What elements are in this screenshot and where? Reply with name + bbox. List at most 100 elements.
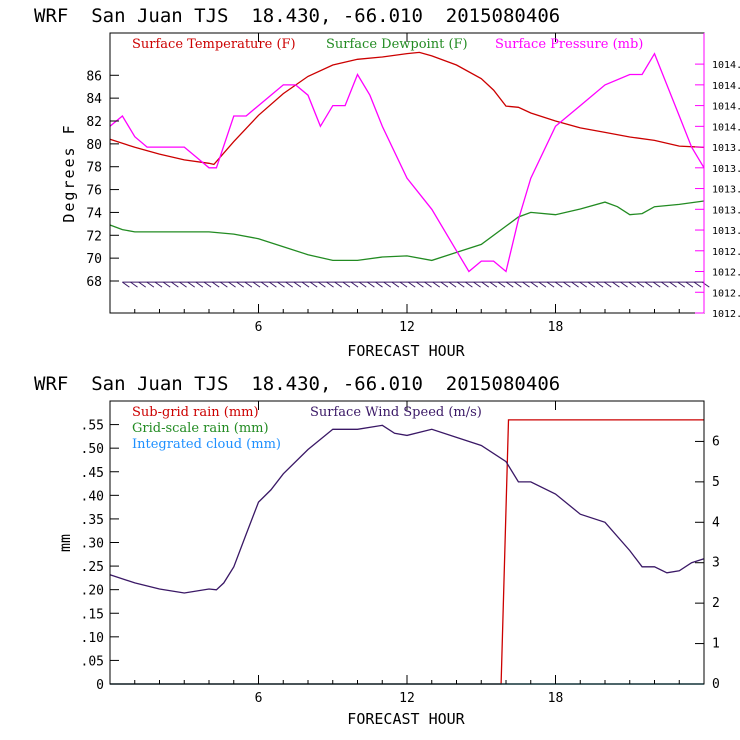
wind-barb bbox=[399, 281, 408, 288]
y2-tick-label: 1014.6 bbox=[712, 60, 740, 71]
y2-tick-label: 1 bbox=[712, 637, 720, 652]
wind-barb bbox=[130, 281, 138, 288]
wind-barb bbox=[693, 281, 702, 288]
wind-barb bbox=[334, 281, 343, 288]
wind-barb bbox=[448, 281, 457, 288]
wind-barb bbox=[652, 281, 661, 288]
series-line bbox=[109, 200, 705, 262]
wind-barb bbox=[612, 281, 620, 288]
wind-barb bbox=[236, 281, 245, 288]
wind-barb bbox=[661, 281, 669, 288]
wind-barb bbox=[522, 281, 530, 288]
y-tick-label: 70 bbox=[86, 252, 102, 267]
y2-tick-label: 2 bbox=[712, 596, 720, 611]
series-line bbox=[109, 51, 705, 166]
wind-barb bbox=[293, 281, 302, 288]
y2-tick-label: 6 bbox=[712, 434, 720, 449]
wind-barb bbox=[195, 281, 204, 288]
wind-barb bbox=[677, 281, 686, 288]
wind-barb bbox=[358, 281, 367, 288]
y-tick-label: 86 bbox=[86, 69, 102, 84]
x-tick-label: 12 bbox=[399, 320, 415, 335]
wind-barb bbox=[285, 281, 294, 288]
y-tick-label: .55 bbox=[81, 419, 104, 434]
y-tick-label: .35 bbox=[81, 513, 104, 528]
wind-barb bbox=[473, 281, 481, 288]
y2-tick-label: 1014.4 bbox=[712, 81, 740, 92]
wind-barb bbox=[260, 281, 269, 288]
y2-tick-label: 1014.0 bbox=[712, 122, 740, 133]
wind-barb bbox=[432, 281, 441, 288]
y2-tick-label: 5 bbox=[712, 475, 720, 490]
rain-wind-chart: WRF San Juan TJS 18.430, -66.010 2015080… bbox=[34, 373, 720, 728]
y2-tick-label: 0 bbox=[712, 677, 720, 692]
wind-barb bbox=[342, 281, 351, 288]
chart-marks bbox=[109, 51, 710, 288]
wind-barb bbox=[579, 281, 588, 288]
x-tick-label: 18 bbox=[548, 320, 564, 335]
chart-title: WRF San Juan TJS 18.430, -66.010 2015080… bbox=[34, 373, 560, 395]
y2-tick-label: 1013.2 bbox=[712, 205, 740, 216]
wind-barb bbox=[309, 281, 318, 288]
wind-barb bbox=[424, 281, 432, 288]
wind-barb bbox=[375, 281, 383, 288]
wind-barb bbox=[514, 281, 522, 288]
y2-tick-label: 1013.8 bbox=[712, 143, 740, 154]
y-tick-label: .05 bbox=[81, 654, 104, 669]
wind-barb bbox=[530, 281, 539, 288]
wind-barb bbox=[538, 281, 547, 288]
wind-barb bbox=[179, 281, 187, 288]
y-tick-label: 78 bbox=[86, 161, 102, 176]
y-tick-label: .40 bbox=[81, 489, 104, 504]
wind-barb bbox=[326, 281, 334, 288]
wind-barb bbox=[301, 281, 310, 288]
y-tick-label: 82 bbox=[86, 115, 102, 130]
y2-tick-label: 1014.2 bbox=[712, 102, 740, 113]
y-tick-label: .45 bbox=[81, 466, 104, 481]
legend-entry: Surface Temperature (F) bbox=[132, 37, 296, 52]
wind-barb bbox=[456, 281, 465, 288]
y2-tick-label: 3 bbox=[712, 556, 720, 571]
x-tick-label: 18 bbox=[548, 691, 564, 706]
wind-barb bbox=[146, 281, 155, 288]
wind-barb bbox=[350, 281, 359, 288]
y-tick-label: 68 bbox=[86, 275, 102, 290]
wind-barb bbox=[685, 281, 694, 288]
temperature-pressure-chart: WRF San Juan TJS 18.430, -66.010 2015080… bbox=[34, 5, 740, 360]
wind-barb bbox=[220, 281, 228, 288]
y-tick-label: .15 bbox=[81, 607, 104, 622]
x-axis-label: FORECAST HOUR bbox=[347, 710, 465, 728]
wind-barb bbox=[244, 281, 253, 288]
axes: 6 12 18 68 70 72 74 76 78 80 82 84 86 1012.2 1012.4 101… bbox=[86, 33, 740, 335]
y-tick-label: 84 bbox=[86, 92, 102, 107]
wind-barb bbox=[162, 281, 171, 288]
y2-tick-label: 1013.0 bbox=[712, 226, 740, 237]
wind-barb bbox=[416, 281, 424, 288]
wind-barb bbox=[407, 281, 416, 288]
x-tick-label: 6 bbox=[255, 320, 263, 335]
wind-barb bbox=[465, 281, 473, 288]
series-line bbox=[109, 424, 705, 594]
wind-barb bbox=[701, 281, 710, 288]
y-tick-label: 76 bbox=[86, 184, 102, 199]
chart-title: WRF San Juan TJS 18.430, -66.010 2015080… bbox=[34, 5, 560, 27]
y-tick-label: .10 bbox=[81, 631, 104, 646]
legend-entry: Grid-scale rain (mm) bbox=[132, 421, 269, 436]
x-tick-label: 6 bbox=[255, 691, 263, 706]
wind-barb bbox=[669, 281, 677, 288]
legend-entry: Surface Pressure (mb) bbox=[495, 37, 643, 52]
y-tick-label: .30 bbox=[81, 537, 104, 552]
wind-barb bbox=[587, 281, 596, 288]
chart-marks bbox=[109, 419, 705, 685]
axes: 6 12 180.05.10.15.20.25.30.35.40.45.50.550… bbox=[81, 401, 720, 706]
y2-tick-label: 1013.4 bbox=[712, 185, 740, 196]
wind-barb bbox=[440, 281, 449, 288]
wind-barb bbox=[187, 281, 196, 288]
series-line bbox=[110, 419, 704, 685]
wind-barb bbox=[595, 281, 604, 288]
wind-barb bbox=[546, 281, 555, 288]
y-tick-label: .25 bbox=[81, 560, 104, 575]
wind-barb bbox=[481, 281, 490, 288]
legend-entry: Sub-grid rain (mm) bbox=[132, 405, 259, 420]
wind-barb bbox=[228, 281, 236, 288]
